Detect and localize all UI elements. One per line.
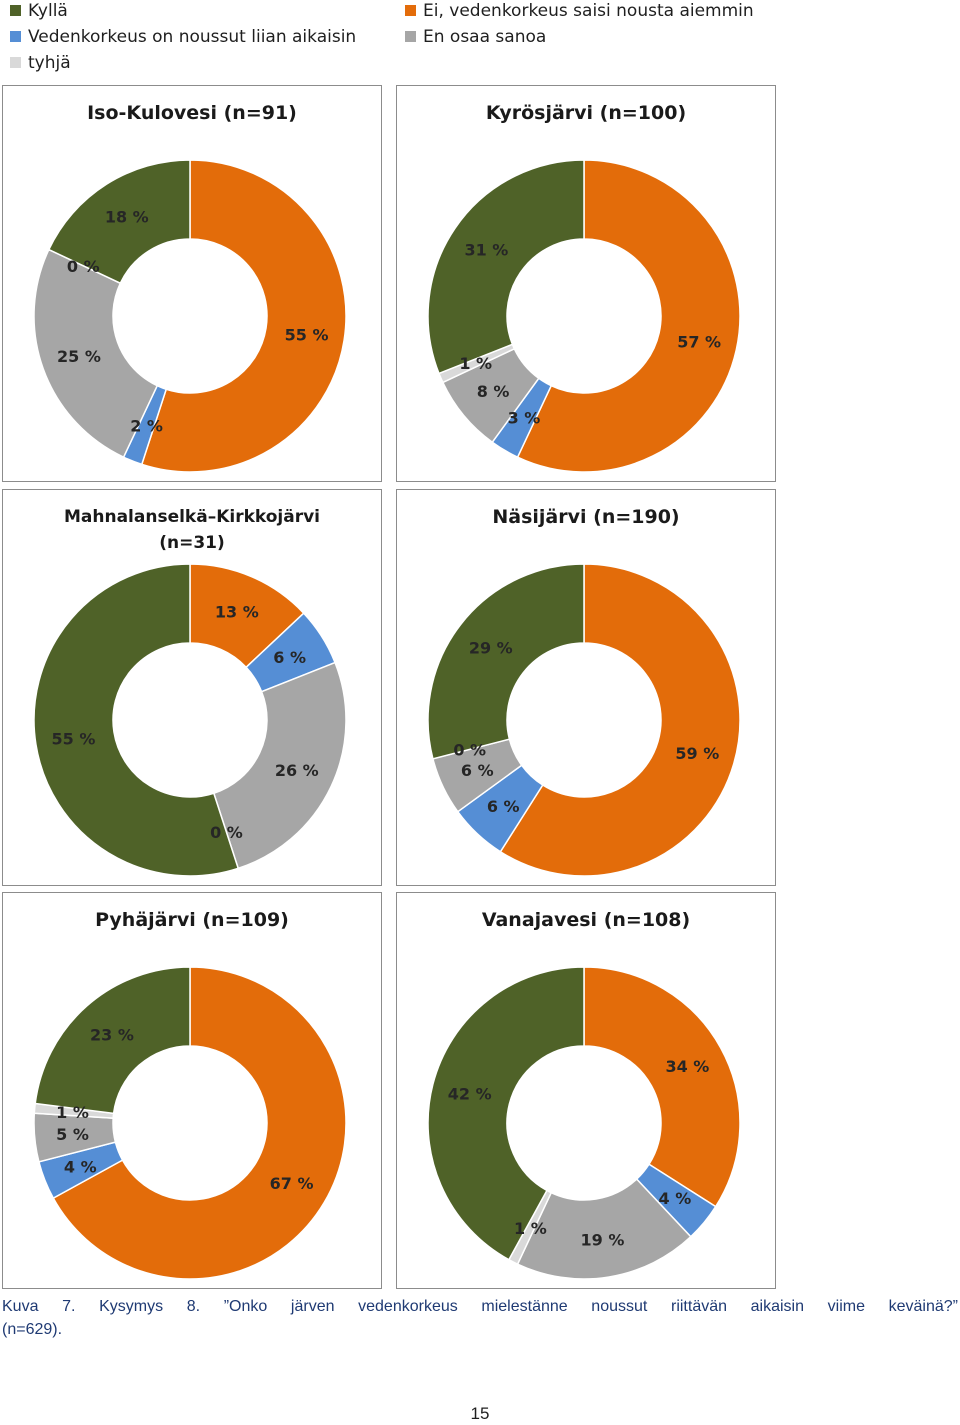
data-label-kylla: 29 % (469, 639, 513, 658)
data-label-ei: 59 % (675, 744, 719, 763)
data-label-kylla: 42 % (448, 1085, 492, 1104)
data-label-liian: 2 % (130, 417, 163, 436)
chart-panel-iso-kulovesi: Iso-Kulovesi (n=91) 55 % 2 % 25 % 0 % 18 % (2, 85, 382, 482)
legend-swatch-kylla (10, 5, 21, 16)
data-label-eos: 6 % (461, 761, 494, 780)
legend-label-tyhja: tyhjä (28, 53, 71, 73)
donut-slice-eos (33, 248, 159, 459)
figure-caption: Kuva 7. Kysymys 8. ”Onko järven vedenkor… (2, 1298, 958, 1315)
chart-panel-vanajavesi: Vanajavesi (n=108) 34 % 4 % 19 % 1 % 42 % (396, 892, 776, 1289)
chart-panel-mahnalanselka: Mahnalanselkä–Kirkkojärvi (n=31) 13 % 6 %… (2, 489, 382, 886)
data-label-kylla: 18 % (105, 207, 149, 226)
data-label-tyhja: 1 % (514, 1219, 547, 1238)
legend-label-ei: Ei, vedenkorkeus saisi nousta aiemmin (423, 1, 754, 21)
data-label-eos: 5 % (56, 1125, 89, 1144)
data-label-liian: 4 % (64, 1157, 97, 1176)
chart-title: Mahnalanselkä–Kirkkojärvi (n=31) (3, 504, 381, 556)
data-label-tyhja: 0 % (210, 823, 243, 842)
figure-caption-continued: (n=629). (2, 1321, 63, 1338)
donut-chart: 34 % 4 % 19 % 1 % 42 % (427, 966, 741, 1280)
donut-slice-kylla (427, 966, 585, 1261)
data-label-liian: 6 % (487, 797, 520, 816)
chart-title: Iso-Kulovesi (n=91) (87, 102, 297, 124)
legend-label-liian: Vedenkorkeus on noussut liian aikaisin (28, 27, 357, 47)
chart-panel-kyrosjarvi: Kyrösjärvi (n=100) 57 % 3 % 8 % 1 % 31 % (396, 85, 776, 482)
data-label-tyhja: 0 % (453, 740, 486, 759)
donut-slice-ei (583, 966, 741, 1208)
legend: Kyllä Vedenkorkeus on noussut liian aika… (0, 0, 960, 80)
donut-slice-kylla (33, 563, 240, 877)
legend-swatch-tyhja (10, 57, 21, 68)
data-label-tyhja: 1 % (56, 1103, 89, 1122)
data-label-eos: 25 % (57, 347, 101, 366)
data-label-ei: 67 % (270, 1174, 314, 1193)
donut-chart: 59 % 6 % 6 % 0 % 29 % (427, 563, 741, 877)
data-label-kylla: 55 % (52, 729, 96, 748)
chart-title: Näsijärvi (n=190) (492, 506, 680, 528)
data-label-liian: 3 % (508, 409, 541, 428)
legend-item-tyhja: tyhjä (10, 52, 71, 74)
data-label-tyhja: 0 % (67, 257, 100, 276)
legend-label-eos: En osaa sanoa (423, 27, 547, 47)
donut-chart: 13 % 6 % 26 % 0 % 55 % (33, 563, 347, 877)
chart-title: Pyhäjärvi (n=109) (95, 909, 289, 931)
chart-title: Vanajavesi (n=108) (481, 909, 691, 931)
donut-slice-kylla (427, 159, 585, 375)
donut-slice-eos (212, 661, 347, 870)
donut-chart: 67 % 4 % 5 % 1 % 23 % (33, 966, 347, 1280)
legend-label-kylla: Kyllä (28, 1, 68, 21)
chart-title: Kyrösjärvi (n=100) (485, 102, 687, 124)
data-label-kylla: 31 % (464, 241, 508, 260)
legend-swatch-liian (10, 31, 21, 42)
data-label-eos: 19 % (581, 1231, 625, 1250)
data-label-ei: 13 % (215, 603, 259, 622)
data-label-kylla: 23 % (90, 1025, 134, 1044)
donut-slice-kylla (427, 563, 585, 760)
legend-item-liian: Vedenkorkeus on noussut liian aikaisin (10, 26, 356, 48)
data-label-liian: 6 % (273, 648, 306, 667)
data-label-eos: 8 % (477, 382, 510, 401)
page-number: 15 (470, 1404, 490, 1423)
data-label-eos: 26 % (275, 761, 319, 780)
legend-swatch-eos (405, 31, 416, 42)
donut-slice-ei (52, 966, 347, 1280)
chart-panel-nasijarvi: Näsijärvi (n=190) 59 % 6 % 6 % 0 % 29 % (396, 489, 776, 886)
donut-slice-ei (140, 159, 347, 473)
legend-item-kylla: Kyllä (10, 0, 68, 22)
donut-slice-kylla (47, 159, 191, 285)
data-label-liian: 4 % (659, 1189, 692, 1208)
legend-swatch-ei (405, 5, 416, 16)
donut-slice-kylla (34, 966, 191, 1115)
donut-chart: 57 % 3 % 8 % 1 % 31 % (427, 159, 741, 473)
data-label-tyhja: 1 % (459, 354, 492, 373)
chart-title-line2: (n=31) (159, 533, 225, 553)
data-label-ei: 55 % (285, 325, 329, 344)
legend-item-eos: En osaa sanoa (405, 26, 546, 48)
chart-panel-pyhajarvi: Pyhäjärvi (n=109) 67 % 4 % 5 % 1 % 23 % (2, 892, 382, 1289)
donut-slice-eos (516, 1178, 692, 1280)
donut-slice-ei (516, 159, 741, 473)
donut-chart: 55 % 2 % 25 % 0 % 18 % (33, 159, 347, 473)
data-label-ei: 57 % (677, 333, 721, 352)
legend-item-ei: Ei, vedenkorkeus saisi nousta aiemmin (405, 0, 754, 22)
data-label-ei: 34 % (665, 1057, 709, 1076)
chart-title-line1: Mahnalanselkä–Kirkkojärvi (63, 507, 321, 527)
donut-slice-ei (499, 563, 741, 877)
